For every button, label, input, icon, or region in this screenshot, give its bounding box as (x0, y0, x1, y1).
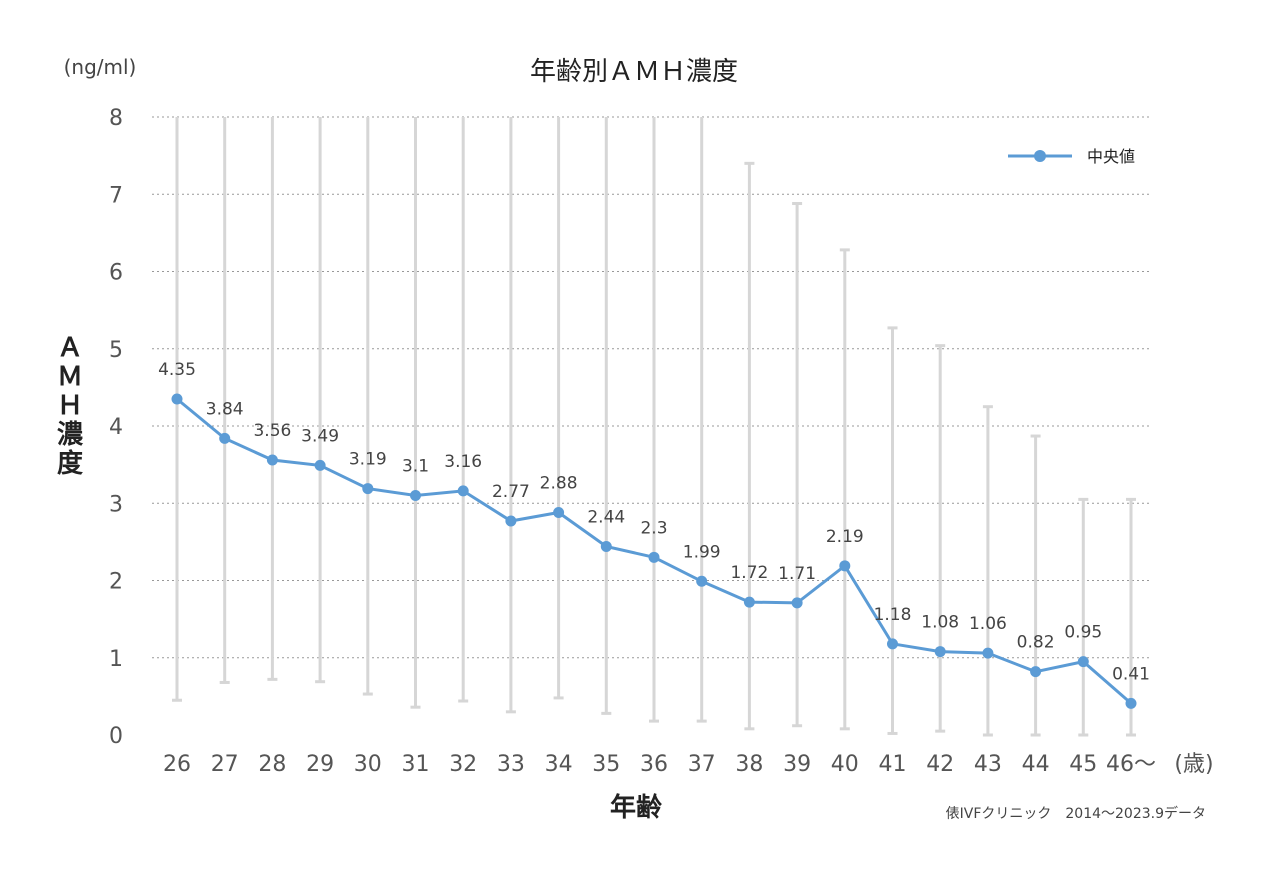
y-tick-label: 6 (109, 261, 123, 286)
x-tick-labels: 26 27 28 29 30 31 32 33 34 35 36 37 38 39 40 41 42 43 44 45… (163, 752, 1156, 777)
y-tick-label: 3 (109, 492, 123, 517)
x-tick-label: 39 (783, 752, 811, 777)
y-tick-label: 7 (109, 183, 123, 208)
data-label: 0.41 (1112, 664, 1150, 684)
data-points (171, 393, 1137, 709)
data-label: 1.08 (921, 613, 959, 633)
data-label: 3.19 (349, 450, 387, 470)
data-label: 0.95 (1064, 623, 1102, 643)
legend-label: 中央値 (1087, 147, 1135, 166)
x-tick-label: 36 (640, 752, 668, 777)
x-tick-label: 40 (831, 752, 859, 777)
data-label: 2.3 (640, 518, 667, 538)
y-tick-labels: 0 1 2 3 4 5 6 7 8 (109, 106, 123, 749)
data-label: 3.16 (444, 452, 482, 472)
x-tick-label: 42 (926, 752, 954, 777)
source-note: 俵IVFクリニック 2014〜2023.9データ (946, 805, 1206, 822)
x-tick-label: 33 (497, 752, 525, 777)
data-label: 0.82 (1017, 633, 1055, 653)
data-point (410, 490, 421, 502)
x-tick-label: 46〜 (1106, 752, 1156, 777)
x-tick-label: 34 (545, 752, 573, 777)
data-point (648, 551, 660, 563)
x-tick-label: 43 (974, 752, 1002, 777)
y-tick-label: 2 (109, 570, 123, 595)
data-point (362, 483, 374, 495)
data-point (839, 560, 851, 572)
y-axis-title-char: Ａ (57, 333, 83, 363)
y-tick-label: 4 (109, 415, 123, 440)
data-point (791, 597, 803, 609)
data-label: 1.71 (778, 564, 816, 584)
data-point (934, 646, 946, 658)
data-label: 4.35 (158, 360, 196, 380)
data-label: 1.06 (969, 614, 1007, 634)
data-point (505, 515, 517, 527)
data-point (982, 647, 994, 659)
x-axis-title: 年齢 (610, 792, 663, 823)
data-point (600, 541, 612, 553)
y-axis-title-char: Ｍ (57, 362, 83, 392)
x-unit-label: (歳) (1174, 752, 1213, 777)
x-tick-label: 27 (211, 752, 239, 777)
data-label: 2.77 (492, 482, 530, 502)
x-tick-label: 35 (592, 752, 620, 777)
x-tick-label: 31 (402, 752, 430, 777)
y-axis-title: ＡＭＨ濃度 (57, 333, 84, 479)
data-point (457, 485, 469, 497)
x-tick-label: 44 (1022, 752, 1050, 777)
data-point (696, 575, 708, 587)
data-label: 1.18 (874, 605, 912, 625)
y-tick-label: 1 (109, 647, 123, 672)
y-tick-label: 8 (109, 106, 123, 131)
x-tick-label: 41 (879, 752, 907, 777)
data-label: 3.49 (301, 426, 339, 446)
x-tick-label: 28 (258, 752, 286, 777)
data-label: 2.88 (540, 474, 578, 494)
data-point (314, 459, 326, 471)
range-bars (172, 117, 1136, 737)
y-unit-label: (ng/ml) (64, 55, 137, 79)
y-axis-title-char: 濃 (57, 420, 84, 450)
y-axis-title-char: Ｈ (57, 391, 83, 421)
data-point (1030, 666, 1042, 678)
x-tick-label: 32 (449, 752, 477, 777)
data-point (743, 596, 755, 608)
data-label: 2.19 (826, 527, 864, 547)
chart-title: 年齢別ＡＭＨ濃度 (530, 57, 738, 87)
data-label: 3.1 (402, 457, 429, 477)
x-tick-label: 37 (688, 752, 716, 777)
y-axis-title-char: 度 (57, 448, 83, 479)
legend-marker (1034, 150, 1046, 162)
data-label: 3.56 (253, 421, 291, 441)
x-tick-label: 45 (1069, 752, 1097, 777)
x-tick-label: 26 (163, 752, 191, 777)
data-point (266, 454, 278, 466)
data-label: 1.72 (730, 563, 768, 583)
data-label: 3.84 (206, 399, 244, 419)
data-label: 2.44 (587, 508, 625, 528)
y-tick-label: 5 (109, 338, 123, 363)
data-label: 1.99 (683, 542, 721, 562)
gridlines (152, 116, 1152, 659)
data-point (171, 393, 183, 405)
x-tick-label: 30 (354, 752, 382, 777)
x-tick-label: 38 (735, 752, 763, 777)
x-tick-label: 29 (306, 752, 334, 777)
data-point (1125, 697, 1137, 709)
data-point (887, 638, 898, 650)
data-point (219, 432, 231, 444)
data-point (1077, 656, 1089, 668)
data-labels: 4.35 3.84 3.56 3.49 3.19 3.1 3.16 2.77 2.88 2.44 2… (158, 360, 1150, 684)
data-point (553, 507, 565, 519)
y-tick-label: 0 (109, 724, 123, 749)
legend: 中央値 (1008, 147, 1135, 166)
